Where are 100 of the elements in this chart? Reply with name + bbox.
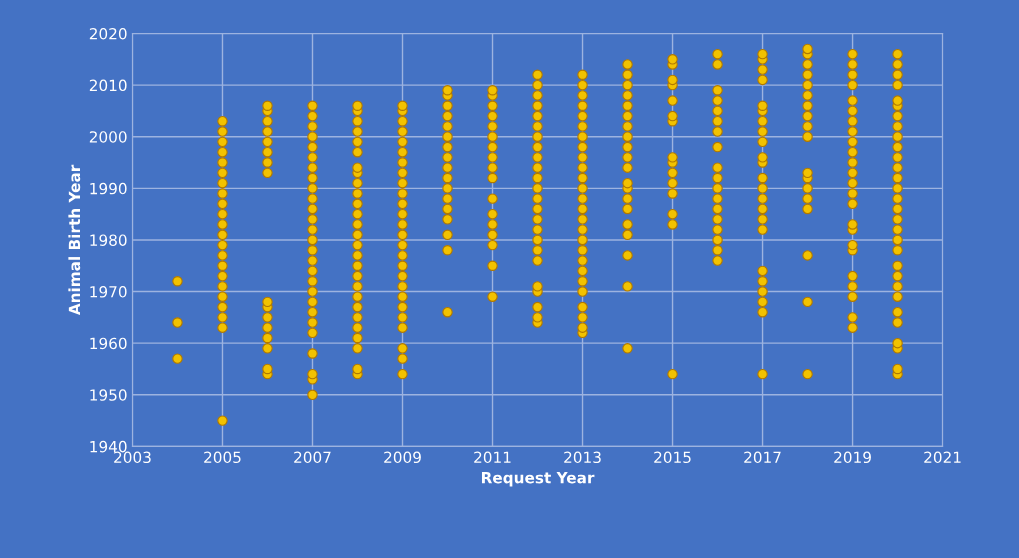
point [622, 141, 633, 153]
point [802, 43, 813, 55]
point [667, 177, 678, 189]
y-tick-label: 1960 [90, 337, 127, 350]
x-tick-label: 2005 [204, 451, 241, 464]
point [532, 193, 543, 204]
point [217, 260, 228, 271]
point [532, 183, 543, 194]
point [757, 265, 768, 277]
point [667, 219, 678, 230]
point [622, 343, 633, 354]
point [577, 286, 588, 297]
point [757, 48, 768, 60]
point [352, 301, 363, 313]
point [712, 172, 723, 184]
point [397, 146, 408, 158]
point [442, 183, 453, 194]
point [352, 260, 363, 271]
point [397, 291, 408, 302]
point [532, 131, 543, 142]
point [352, 270, 363, 282]
point [667, 152, 678, 163]
point [487, 219, 498, 230]
point [847, 198, 858, 210]
point [847, 59, 858, 70]
point [397, 353, 408, 364]
point [622, 250, 633, 261]
point [622, 152, 633, 163]
x-tick-label: 2009 [384, 451, 421, 464]
point [622, 69, 633, 80]
point [532, 110, 543, 122]
point [262, 146, 273, 158]
point [622, 90, 633, 101]
point [307, 245, 318, 256]
point [892, 337, 903, 349]
point [307, 152, 318, 163]
point [487, 110, 498, 122]
point [487, 131, 498, 142]
y-tick-label: 1950 [90, 389, 127, 401]
point [892, 121, 903, 132]
point [442, 162, 453, 173]
point [712, 95, 723, 106]
point [262, 136, 273, 148]
point [847, 157, 858, 168]
point [892, 234, 903, 246]
point [487, 152, 498, 163]
point [217, 116, 228, 127]
point [712, 85, 723, 96]
point [397, 322, 408, 333]
point [217, 301, 228, 313]
point [892, 281, 903, 292]
point [487, 141, 498, 153]
point [757, 306, 768, 318]
point [802, 90, 813, 101]
point [667, 95, 678, 106]
point [622, 131, 633, 142]
point [217, 136, 228, 148]
point [442, 85, 453, 96]
point [577, 131, 588, 142]
point [847, 116, 858, 127]
y-tick-label: 1940 [90, 440, 127, 453]
point [757, 64, 768, 75]
point [622, 79, 633, 91]
point [307, 317, 318, 328]
point [757, 74, 768, 86]
point [532, 100, 543, 111]
point [217, 322, 228, 333]
point [712, 183, 723, 194]
point [532, 214, 543, 225]
point [397, 343, 408, 354]
point [352, 219, 363, 230]
point [712, 59, 723, 70]
point [307, 255, 318, 266]
point [307, 286, 318, 297]
point [577, 79, 588, 91]
point [757, 193, 768, 204]
point [622, 121, 633, 132]
point [577, 121, 588, 132]
point [397, 126, 408, 137]
point [847, 105, 858, 117]
point [397, 116, 408, 127]
point [892, 131, 903, 142]
point [802, 121, 813, 132]
point [892, 162, 903, 173]
point [892, 214, 903, 225]
point [262, 296, 273, 308]
point [397, 100, 408, 111]
point [487, 162, 498, 173]
point [622, 281, 633, 292]
point [892, 141, 903, 153]
point [577, 265, 588, 277]
point [577, 203, 588, 215]
point [262, 332, 273, 344]
point [667, 188, 678, 199]
point [217, 250, 228, 261]
point [487, 193, 498, 204]
point [217, 281, 228, 292]
point [352, 239, 363, 251]
point [397, 167, 408, 179]
point [397, 208, 408, 220]
